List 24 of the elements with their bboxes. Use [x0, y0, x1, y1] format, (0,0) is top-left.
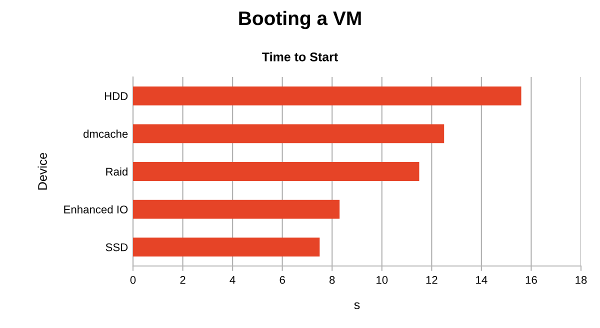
y-tick-label: dmcache	[84, 130, 128, 138]
x-tick-label: 0	[130, 276, 136, 284]
bar	[133, 200, 340, 219]
chart-title: Booting a VM	[239, 10, 361, 30]
x-tick-label: 4	[230, 276, 236, 284]
y-tick-label: Raid	[106, 167, 128, 176]
x-tick-label: 16	[526, 276, 537, 284]
bar	[133, 162, 420, 181]
bar	[133, 238, 320, 257]
x-axis-title: s	[354, 302, 360, 310]
x-tick-label: 14	[476, 276, 488, 284]
x-tick-label: 18	[576, 276, 587, 284]
bar	[133, 124, 444, 144]
bar	[133, 86, 522, 106]
x-tick-label: 12	[426, 276, 438, 284]
y-axis-title: Device	[38, 152, 47, 190]
x-tick-label: 2	[180, 276, 186, 284]
y-tick-label: SSD	[106, 243, 128, 252]
x-tick-label: 10	[376, 276, 388, 284]
x-tick-label: 8	[330, 276, 335, 284]
y-tick-label: HDD	[104, 92, 128, 100]
x-tick-label: 6	[280, 276, 285, 284]
chart-subtitle: Time to Start	[262, 52, 338, 62]
y-tick-label: Enhanced IO	[64, 205, 128, 214]
